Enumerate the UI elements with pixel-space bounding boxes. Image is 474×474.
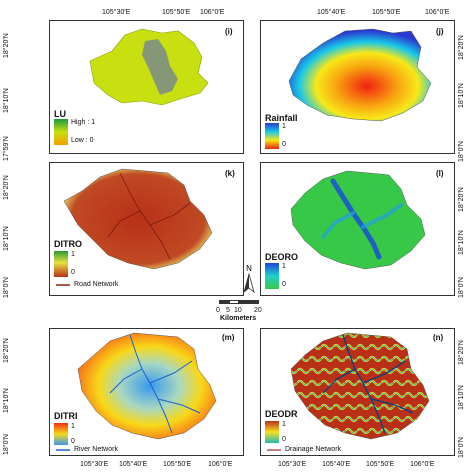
legend-drainage-network: Drainage Network	[285, 446, 342, 453]
lat-label: 18°0'N	[3, 277, 10, 298]
scale-unit: Kilometers	[220, 315, 257, 322]
lu-builtup	[142, 39, 178, 95]
lon-label: 105°30'E	[278, 461, 307, 468]
scale-tick: 0	[216, 307, 220, 314]
legend-high: 1	[282, 421, 286, 428]
panel-id: (j)	[436, 27, 444, 36]
legend-low: 0	[282, 436, 286, 443]
lon-label: 105°40'E	[317, 9, 346, 16]
lat-label: 18°0'N	[458, 141, 465, 162]
lon-label: 105°50'E	[366, 461, 395, 468]
legend-high: High : 1	[71, 119, 96, 126]
panel-title: LU	[54, 109, 66, 119]
lon-label: 106°0'E	[425, 9, 450, 16]
lat-label: 18°20'N	[458, 340, 465, 365]
lat-label: 18°0'N	[458, 437, 465, 458]
panel-title: DEORO	[265, 252, 299, 262]
lat-label: 18°10'N	[458, 230, 465, 255]
lat-label: 18°20'N	[3, 33, 10, 58]
legend-low: 0	[282, 281, 286, 288]
panel-title: DITRI	[54, 411, 78, 421]
ditro-region	[63, 168, 213, 270]
panel-title: Rainfall	[265, 113, 298, 123]
deodr-region	[290, 332, 430, 440]
lat-label: 18°20'N	[458, 187, 465, 212]
panel-id: (m)	[222, 333, 235, 342]
north-letter: N	[246, 264, 252, 273]
ditro-map	[54, 168, 213, 286]
deodr-legend-bar	[265, 421, 279, 443]
lat-label: 18°10'N	[3, 226, 10, 251]
lon-label: 105°50'E	[162, 9, 191, 16]
panel-title: DEODR	[265, 409, 298, 419]
legend-road-network: Road Network	[74, 281, 119, 288]
north-arrow-icon: N	[242, 262, 256, 298]
rainfall-legend-bar	[265, 123, 279, 149]
lat-label: 18°10'N	[458, 83, 465, 108]
lon-label: 106°0'E	[208, 461, 233, 468]
lon-label: 105°50'E	[163, 461, 192, 468]
panel-id: (l)	[436, 169, 444, 178]
ditri-legend-bar	[54, 423, 68, 445]
lat-label: 17°59'N	[3, 136, 10, 161]
scale-tick: 5	[226, 307, 230, 314]
lu-map	[54, 28, 209, 145]
deoro-road-corridor	[330, 178, 382, 260]
rainfall-region	[288, 28, 432, 122]
scale-bar	[219, 300, 269, 306]
legend-high: 1	[282, 263, 286, 270]
lu-legend-bar	[54, 119, 68, 145]
panel-deodr: (n) DEODR 1 0 Drainage Network	[260, 328, 455, 456]
deoro-map	[265, 170, 426, 289]
deodr-map	[265, 332, 430, 451]
road-network	[107, 172, 191, 260]
lat-label: 18°20'N	[3, 338, 10, 363]
legend-high: 1	[282, 123, 286, 130]
panel-title: DITRO	[54, 239, 82, 249]
lon-label: 105°40'E	[322, 461, 351, 468]
scale-tick: 20	[254, 307, 262, 314]
legend-high: 1	[71, 251, 75, 258]
legend-river-network: River Network	[74, 446, 118, 453]
lat-label: 18°10'N	[3, 388, 10, 413]
lon-label: 106°0'E	[200, 9, 225, 16]
panel-ditri: (m) DITRI 1 0 River Network	[49, 328, 244, 456]
legend-low: 0	[71, 438, 75, 445]
drainage-network	[322, 334, 414, 434]
panel-rainfall: (j) Rainfall 1 0	[260, 20, 455, 154]
panel-lu: (i) LU High : 1 Low : 0	[49, 20, 244, 154]
panel-deoro: (l) DEORO 1 0	[260, 162, 455, 296]
ditri-map	[54, 332, 217, 451]
ditro-legend-bar	[54, 251, 68, 277]
legend-low: 0	[71, 269, 75, 276]
lat-label: 18°20'N	[3, 175, 10, 200]
lon-label: 106°0'E	[410, 461, 435, 468]
lat-label: 18°0'N	[458, 277, 465, 298]
lon-label: 105°50'E	[372, 9, 401, 16]
lon-label: 105°30'E	[80, 461, 109, 468]
lat-label: 18°10'N	[458, 385, 465, 410]
panel-id: (k)	[225, 169, 235, 178]
legend-high: 1	[71, 423, 75, 430]
deoro-legend-bar	[265, 263, 279, 289]
panel-ditro: (k) DITRO 1 0 Road Network	[49, 162, 244, 296]
lon-label: 105°40'E	[119, 461, 148, 468]
rainfall-map	[265, 28, 432, 149]
ditri-region	[77, 332, 217, 440]
lat-label: 18°20'N	[458, 35, 465, 60]
lat-label: 18°10'N	[3, 88, 10, 113]
scale-tick: 10	[234, 307, 242, 314]
legend-low: Low : 0	[71, 137, 94, 144]
lat-label: 18°0'N	[3, 434, 10, 455]
lon-label: 105°30'E	[102, 9, 131, 16]
river-network	[109, 334, 201, 434]
panel-id: (i)	[225, 27, 233, 36]
legend-low: 0	[282, 141, 286, 148]
panel-id: (n)	[433, 333, 444, 342]
